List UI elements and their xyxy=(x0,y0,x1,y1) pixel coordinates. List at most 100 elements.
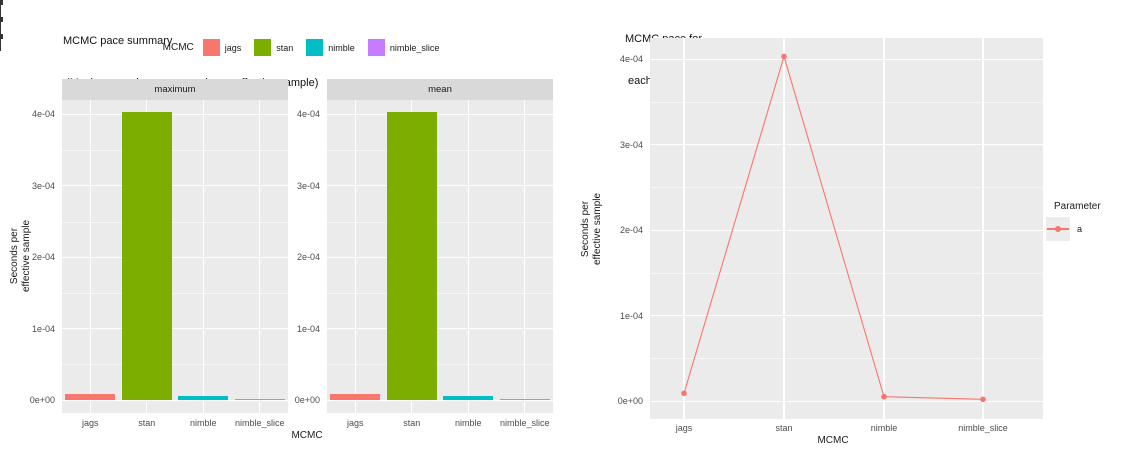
legend-label: nimble xyxy=(328,42,355,53)
gridline-major xyxy=(327,328,553,330)
y-tick-label: 0e+00 xyxy=(294,395,320,405)
gridline-vertical xyxy=(467,100,469,413)
y-tick-mark xyxy=(0,1,3,2)
x-tick-label: nimble xyxy=(189,418,217,428)
y-tick-mark xyxy=(0,21,3,22)
y-tick-mark xyxy=(0,3,3,4)
data-point-nimble_slice xyxy=(980,396,986,403)
x-tick-label: nimble xyxy=(454,418,482,428)
y-tick-mark xyxy=(0,37,3,38)
gridline-major xyxy=(327,399,553,401)
x-tick-mark xyxy=(0,25,1,28)
gridline-minor xyxy=(650,101,1043,103)
gridline-minor xyxy=(327,364,553,366)
x-tick-mark xyxy=(0,28,1,31)
y-tick-label: 3e-04 xyxy=(619,139,643,150)
y-tick-label: 2e-04 xyxy=(31,252,55,263)
x-tick-mark xyxy=(0,31,1,34)
x-tick-label: nimble_slice xyxy=(234,418,285,428)
y-tick-mark xyxy=(0,4,3,5)
x-tick-mark xyxy=(0,45,1,48)
gridline-major xyxy=(650,400,1043,402)
x-tick-mark xyxy=(0,42,1,45)
gridline-vertical xyxy=(354,100,356,413)
right-x-axis-title: MCMC xyxy=(817,435,849,446)
y-tick-mark xyxy=(0,34,3,35)
data-point-stan xyxy=(781,53,787,60)
gridline-major xyxy=(650,58,1043,60)
x-tick-label: nimble_slice xyxy=(958,423,1008,433)
data-point-nimble xyxy=(881,393,887,400)
gridline-major xyxy=(62,256,288,258)
gridline-minor xyxy=(327,221,553,223)
legend-swatch-jags xyxy=(202,39,220,56)
gridline-minor xyxy=(62,364,288,366)
gridline-minor xyxy=(62,292,288,294)
bar-mean-jags xyxy=(330,393,381,400)
facet-panel-maximum xyxy=(62,100,288,413)
x-tick-mark xyxy=(0,8,1,11)
y-tick-mark xyxy=(0,35,3,36)
bar-mean-stan xyxy=(386,112,437,400)
y-tick-mark xyxy=(0,0,3,1)
gridline-major xyxy=(650,144,1043,146)
mcmc-legend: MCMC jags stan nimble nimble_slice xyxy=(62,39,553,56)
legend-swatch-nimble_slice xyxy=(367,39,385,56)
y-tick-label: 2e-04 xyxy=(296,252,320,263)
legend-label: stan xyxy=(276,42,294,53)
legend-item-nimble: nimble xyxy=(306,39,355,56)
gridline-minor xyxy=(650,187,1043,189)
y-tick-label: 1e-04 xyxy=(619,310,643,321)
bar-mean-nimble_slice xyxy=(499,398,550,400)
gridline-major xyxy=(327,113,553,116)
legend-item-stan: stan xyxy=(254,39,293,56)
x-tick-label: jags xyxy=(81,418,99,428)
x-tick-label: jags xyxy=(346,418,364,428)
y-tick-label: 3e-04 xyxy=(296,180,320,191)
x-tick-mark xyxy=(0,14,1,17)
legend-label: nimble_slice xyxy=(389,42,440,53)
y-tick-label: 4e-04 xyxy=(619,54,643,64)
bar-maximum-nimble xyxy=(178,396,229,400)
x-tick-label: nimble_slice xyxy=(499,418,550,428)
gridline-minor xyxy=(650,358,1043,360)
x-tick-mark xyxy=(0,11,1,14)
gridline-major xyxy=(650,315,1043,317)
gridline-vertical xyxy=(982,38,984,419)
y-tick-label: 1e-04 xyxy=(31,323,55,334)
y-tick-mark xyxy=(0,17,3,18)
gridline-major xyxy=(327,256,553,258)
gridline-minor xyxy=(62,150,288,152)
data-point-jags xyxy=(681,390,687,397)
legend-line-marker xyxy=(1047,225,1069,232)
gridline-major xyxy=(62,113,288,116)
facet-panel-mean xyxy=(327,100,553,413)
gridline-major xyxy=(62,399,288,401)
y-tick-label: 3e-04 xyxy=(31,180,55,191)
y-tick-mark xyxy=(0,38,3,39)
parameter-line-plot xyxy=(681,53,986,403)
gridline-minor xyxy=(327,150,553,152)
legend-item-jags: jags xyxy=(202,39,241,56)
gridline-major xyxy=(62,185,288,187)
parameter-legend-label: a xyxy=(1077,224,1083,234)
gridline-minor xyxy=(327,292,553,294)
right-y-axis-title-line1: Seconds per xyxy=(580,200,591,258)
left-x-axis-title: MCMC xyxy=(291,430,323,441)
x-tick-label: nimble xyxy=(870,423,898,433)
legend-swatch-nimble xyxy=(306,39,324,56)
gridline-vertical xyxy=(89,100,91,413)
y-tick-label: 2e-04 xyxy=(619,225,643,235)
gridline-major xyxy=(650,229,1043,231)
bar-maximum-nimble_slice xyxy=(234,398,285,400)
y-tick-label: 1e-04 xyxy=(296,323,320,334)
y-tick-mark xyxy=(0,20,3,21)
line-series-a xyxy=(683,54,984,400)
gridline-vertical xyxy=(783,38,785,419)
facet-strip-maximum: maximum xyxy=(62,79,288,100)
parameter-legend-key xyxy=(1046,217,1070,241)
facet-strip-mean: mean xyxy=(327,79,553,100)
legend-point-marker xyxy=(1055,225,1061,232)
left-chart-title-line1: MCMC pace summary xyxy=(63,35,173,47)
